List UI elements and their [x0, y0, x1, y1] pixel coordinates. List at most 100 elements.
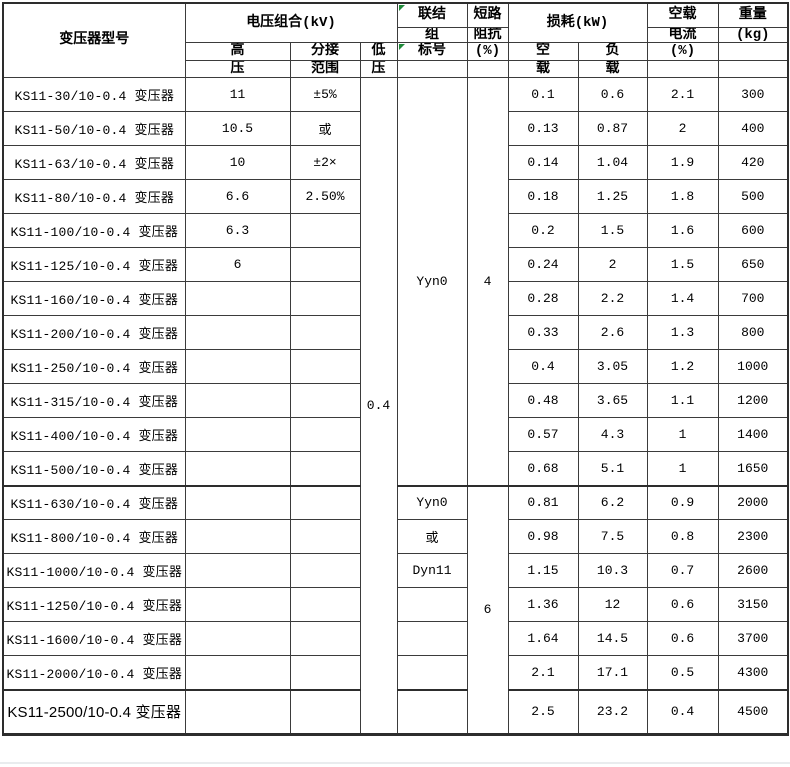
load-loss-cell: 2	[577, 247, 648, 283]
model-cell: KS11-2500/10-0.4 变压器	[2, 688, 186, 736]
header-noload-current-line2: 电流	[646, 26, 719, 44]
tap-range-cell	[289, 383, 361, 419]
noload-loss-cell: 0.68	[507, 451, 579, 487]
noload-current-cell: 0.9	[646, 484, 719, 521]
load-loss-cell: 14.5	[577, 621, 648, 657]
tap-range-cell	[289, 213, 361, 249]
tap-range-cell	[289, 349, 361, 385]
noload-loss-cell: 2.5	[507, 688, 579, 736]
tap-range-cell	[289, 688, 361, 736]
noload-current-cell: 1.8	[646, 179, 719, 215]
hv-cell: 6.6	[184, 179, 291, 215]
hv-cell	[184, 417, 291, 453]
hv-cell	[184, 688, 291, 736]
weight-cell: 3150	[717, 587, 789, 623]
cell-flag-triangle-icon	[398, 5, 405, 11]
load-loss-cell: 4.3	[577, 417, 648, 453]
hv-cell: 11	[184, 77, 291, 113]
noload-loss-cell: 0.57	[507, 417, 579, 453]
weight-cell: 1200	[717, 383, 789, 419]
lv-merged-cell: 0.4	[359, 77, 398, 736]
model-cell: KS11-160/10-0.4 变压器	[2, 281, 186, 317]
header-loss: 损耗(kW)	[507, 2, 648, 44]
noload-loss-cell: 0.33	[507, 315, 579, 351]
model-cell: KS11-1600/10-0.4 变压器	[2, 621, 186, 657]
table-row: KS11-400/10-0.4 变压器 0.57 4.3 1 1400	[2, 417, 789, 453]
noload-current-cell: 1	[646, 451, 719, 487]
hv-cell	[184, 655, 291, 691]
header-noload-loss-line2: 载	[507, 60, 579, 79]
noload-loss-cell: 0.28	[507, 281, 579, 317]
load-loss-cell: 23.2	[577, 688, 648, 736]
tap-range-cell	[289, 587, 361, 623]
load-loss-cell: 7.5	[577, 519, 648, 555]
model-cell: KS11-80/10-0.4 变压器	[2, 179, 186, 215]
weight-cell: 1400	[717, 417, 789, 453]
table-row: KS11-100/10-0.4 变压器 6.3 0.2 1.5 1.6 600	[2, 213, 789, 249]
tap-range-cell	[289, 655, 361, 691]
noload-current-cell: 0.7	[646, 553, 719, 589]
load-loss-cell: 6.2	[577, 484, 648, 521]
table-row: KS11-800/10-0.4 变压器 或 0.98 7.5 0.8 2300	[2, 519, 789, 555]
table-row: KS11-315/10-0.4 变压器 0.48 3.65 1.1 1200	[2, 383, 789, 419]
noload-loss-cell: 0.24	[507, 247, 579, 283]
table-row: KS11-30/10-0.4 变压器 11 ±5% 0.4 Yyn0 4 0.1…	[2, 77, 789, 736]
weight-cell: 700	[717, 281, 789, 317]
model-cell: KS11-250/10-0.4 变压器	[2, 349, 186, 385]
hv-cell	[184, 315, 291, 351]
model-cell: KS11-50/10-0.4 变压器	[2, 111, 186, 147]
load-loss-cell: 1.04	[577, 145, 648, 181]
noload-current-cell: 1.9	[646, 145, 719, 181]
noload-current-cell: 1.4	[646, 281, 719, 317]
hv-cell	[184, 349, 291, 385]
load-loss-cell: 1.5	[577, 213, 648, 249]
load-loss-cell: 10.3	[577, 553, 648, 589]
header-connection-spacer	[396, 60, 468, 79]
model-cell: KS11-400/10-0.4 变压器	[2, 417, 186, 453]
tap-range-cell	[289, 315, 361, 351]
weight-cell: 400	[717, 111, 789, 147]
load-loss-cell: 5.1	[577, 451, 648, 487]
weight-cell: 4500	[717, 688, 789, 736]
noload-current-cell: 0.8	[646, 519, 719, 555]
tap-range-cell: ±5%	[289, 77, 361, 113]
connection-cell	[396, 655, 468, 691]
bottom-divider	[0, 762, 790, 764]
noload-loss-cell: 0.14	[507, 145, 579, 181]
cell-flag-triangle-icon	[398, 44, 405, 51]
hv-cell	[184, 484, 291, 521]
connection-cell	[396, 621, 468, 657]
weight-cell: 2300	[717, 519, 789, 555]
weight-cell: 1000	[717, 349, 789, 385]
header-noload-current-spacer	[646, 60, 719, 79]
header-load-loss-line2: 载	[577, 60, 648, 79]
noload-loss-cell: 2.1	[507, 655, 579, 691]
table-row: KS11-2000/10-0.4 变压器 2.1 17.1 0.5 4300	[2, 655, 789, 691]
table-row: KS11-63/10-0.4 变压器 10 ±2× 0.14 1.04 1.9 …	[2, 145, 789, 181]
connection-cell: 或	[396, 519, 468, 555]
noload-loss-cell: 1.64	[507, 621, 579, 657]
noload-current-cell: 2	[646, 111, 719, 147]
model-cell: KS11-100/10-0.4 变压器	[2, 213, 186, 249]
noload-current-cell: 1.6	[646, 213, 719, 249]
noload-current-cell: 2.1	[646, 77, 719, 113]
header-lv-line1: 低	[359, 42, 398, 62]
weight-cell: 1650	[717, 451, 789, 487]
header-connection-line1: 联结	[396, 2, 468, 28]
noload-current-cell: 0.6	[646, 587, 719, 623]
load-loss-cell: 3.65	[577, 383, 648, 419]
header-connection-line2: 组	[396, 26, 468, 44]
hv-cell	[184, 383, 291, 419]
tap-range-cell	[289, 484, 361, 521]
model-cell: KS11-63/10-0.4 变压器	[2, 145, 186, 181]
model-cell: KS11-1000/10-0.4 变压器	[2, 553, 186, 589]
table-row: KS11-1250/10-0.4 变压器 1.36 12 0.6 3150	[2, 587, 789, 623]
connection-cell	[396, 688, 468, 736]
model-cell: KS11-2000/10-0.4 变压器	[2, 655, 186, 691]
tap-range-cell	[289, 553, 361, 589]
tap-range-cell	[289, 621, 361, 657]
tap-range-cell	[289, 519, 361, 555]
model-cell: KS11-800/10-0.4 变压器	[2, 519, 186, 555]
header-load-loss-line1: 负	[577, 42, 648, 62]
header-weight-spacer2	[717, 60, 789, 79]
